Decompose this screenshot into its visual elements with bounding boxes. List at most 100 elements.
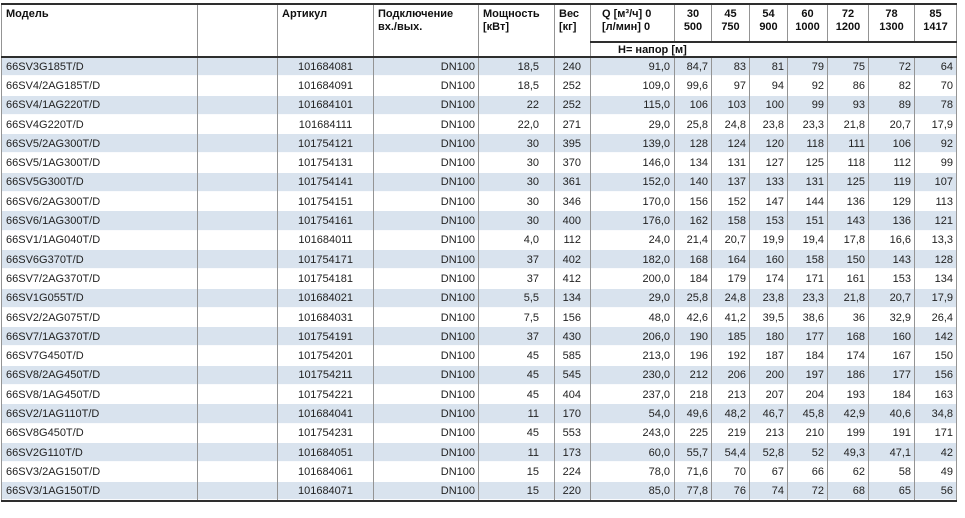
- cell-power: 37: [478, 249, 555, 270]
- cell-head-q0: 152,0: [590, 172, 675, 193]
- table-row: 66SV3G185T/D 101684081 DN100 18,5 240 91,0 84,…: [1, 57, 957, 77]
- cell-head-value: 153: [868, 269, 915, 289]
- cell-head-value: 36: [827, 307, 869, 328]
- table-row: 66SV7/2AG370T/D 101754181 DN100 37 412 200,0 1…: [1, 269, 957, 289]
- flow-m3h-value: 78: [885, 8, 898, 20]
- cell-head-value: 111: [827, 134, 869, 154]
- cell-head-value: 72: [787, 481, 828, 501]
- cell-head-value: 134: [674, 153, 712, 173]
- cell-spacer: [197, 346, 278, 366]
- cell-head-value: 184: [868, 385, 915, 405]
- cell-power: 7,5: [478, 307, 555, 328]
- cell-head-value: 174: [827, 346, 869, 366]
- cell-head-value: 21,4: [674, 230, 712, 250]
- cell-head-value: 160: [749, 249, 788, 270]
- cell-weight: 112: [554, 230, 591, 250]
- cell-head-q0: 146,0: [590, 153, 675, 173]
- cell-article: 101684011: [277, 230, 374, 250]
- cell-head-value: 52,8: [749, 442, 788, 463]
- col-header-weight: Вес [кг]: [554, 4, 591, 58]
- cell-head-value: 204: [787, 385, 828, 405]
- cell-head-q0: 29,0: [590, 288, 675, 308]
- table-row: 66SV1G055T/D 101684021 DN100 5,5 134 29,0 25,8…: [1, 288, 957, 308]
- cell-head-value: 164: [711, 249, 750, 270]
- cell-article: 101754131: [277, 153, 374, 173]
- cell-head-value: 210: [787, 423, 828, 443]
- cell-model: 66SV6/2AG300T/D: [1, 192, 198, 212]
- table-row: 66SV5G300T/D 101754141 DN100 30 361 152,0 140 1…: [1, 172, 957, 193]
- cell-head-value: 81: [749, 57, 788, 77]
- cell-head-value: 161: [827, 269, 869, 289]
- cell-head-value: 128: [674, 134, 712, 154]
- cell-head-value: 39,5: [749, 307, 788, 328]
- cell-head-value: 186: [827, 365, 869, 386]
- cell-head-value: 47,1: [868, 442, 915, 463]
- cell-head-q0: 109,0: [590, 76, 675, 96]
- table-header: Модель Артикул Подключение вх./вых. Мощно…: [1, 4, 957, 58]
- cell-head-value: 25,8: [674, 288, 712, 308]
- cell-head-value: 156: [914, 365, 957, 386]
- table-row: 66SV5/2AG300T/D 101754121 DN100 30 395 139,0 1…: [1, 134, 957, 154]
- cell-weight: 370: [554, 153, 591, 173]
- cell-head-value: 54,4: [711, 442, 750, 463]
- cell-head-value: 171: [787, 269, 828, 289]
- cell-head-value: 200: [749, 365, 788, 386]
- col-header-power: Мощность [кВт]: [478, 4, 555, 58]
- cell-head-value: 171: [914, 423, 957, 443]
- cell-head-value: 158: [787, 249, 828, 270]
- cell-model: 66SV8/2AG450T/D: [1, 365, 198, 386]
- cell-spacer: [197, 211, 278, 231]
- cell-head-value: 133: [749, 172, 788, 193]
- cell-power: 30: [478, 192, 555, 212]
- cell-model: 66SV8G450T/D: [1, 423, 198, 443]
- cell-power: 45: [478, 423, 555, 443]
- cell-head-value: 17,9: [914, 114, 957, 135]
- flow-m3h-value: 45: [724, 8, 737, 20]
- cell-head-value: 152: [711, 192, 750, 212]
- cell-head-value: 207: [749, 385, 788, 405]
- cell-head-value: 106: [868, 134, 915, 154]
- cell-head-value: 26,4: [914, 307, 957, 328]
- cell-head-value: 49,3: [827, 442, 869, 463]
- cell-weight: 402: [554, 249, 591, 270]
- cell-head-value: 163: [914, 385, 957, 405]
- cell-model: 66SV4G220T/D: [1, 114, 198, 135]
- cell-power: 15: [478, 462, 555, 482]
- cell-weight: 404: [554, 385, 591, 405]
- cell-head-value: 225: [674, 423, 712, 443]
- cell-connection: DN100: [373, 269, 479, 289]
- cell-spacer: [197, 249, 278, 270]
- cell-connection: DN100: [373, 462, 479, 482]
- cell-model: 66SV5/1AG300T/D: [1, 153, 198, 173]
- cell-head-q0: 200,0: [590, 269, 675, 289]
- cell-head-value: 193: [827, 385, 869, 405]
- cell-model: 66SV3/2AG150T/D: [1, 462, 198, 482]
- cell-head-value: 78: [914, 95, 957, 115]
- cell-connection: DN100: [373, 211, 479, 231]
- cell-head-value: 32,9: [868, 307, 915, 328]
- cell-spacer: [197, 134, 278, 154]
- cell-head-q0: 206,0: [590, 327, 675, 347]
- cell-head-value: 144: [787, 192, 828, 212]
- cell-head-value: 219: [711, 423, 750, 443]
- cell-head-value: 192: [711, 346, 750, 366]
- table-row: 66SV2/1AG110T/D 101684041 DN100 11 170 54,0 49…: [1, 404, 957, 424]
- cell-head-value: 174: [749, 269, 788, 289]
- cell-weight: 361: [554, 172, 591, 193]
- cell-head-value: 184: [674, 269, 712, 289]
- weight-label-line2: [кг]: [559, 21, 577, 33]
- cell-head-value: 74: [749, 481, 788, 501]
- col-header-connection: Подключение вх./вых.: [373, 4, 479, 58]
- table-row: 66SV5/1AG300T/D 101754131 DN100 30 370 146,0 1…: [1, 153, 957, 173]
- cell-connection: DN100: [373, 76, 479, 96]
- cell-head-value: 120: [749, 134, 788, 154]
- cell-head-value: 112: [868, 153, 915, 173]
- cell-power: 11: [478, 442, 555, 463]
- cell-head-q0: 115,0: [590, 95, 675, 115]
- cell-model: 66SV4/2AG185T/D: [1, 76, 198, 96]
- cell-head-value: 162: [674, 211, 712, 231]
- cell-spacer: [197, 288, 278, 308]
- cell-weight: 395: [554, 134, 591, 154]
- table-row: 66SV3/2AG150T/D 101684061 DN100 15 224 78,0 71…: [1, 462, 957, 482]
- cell-connection: DN100: [373, 442, 479, 463]
